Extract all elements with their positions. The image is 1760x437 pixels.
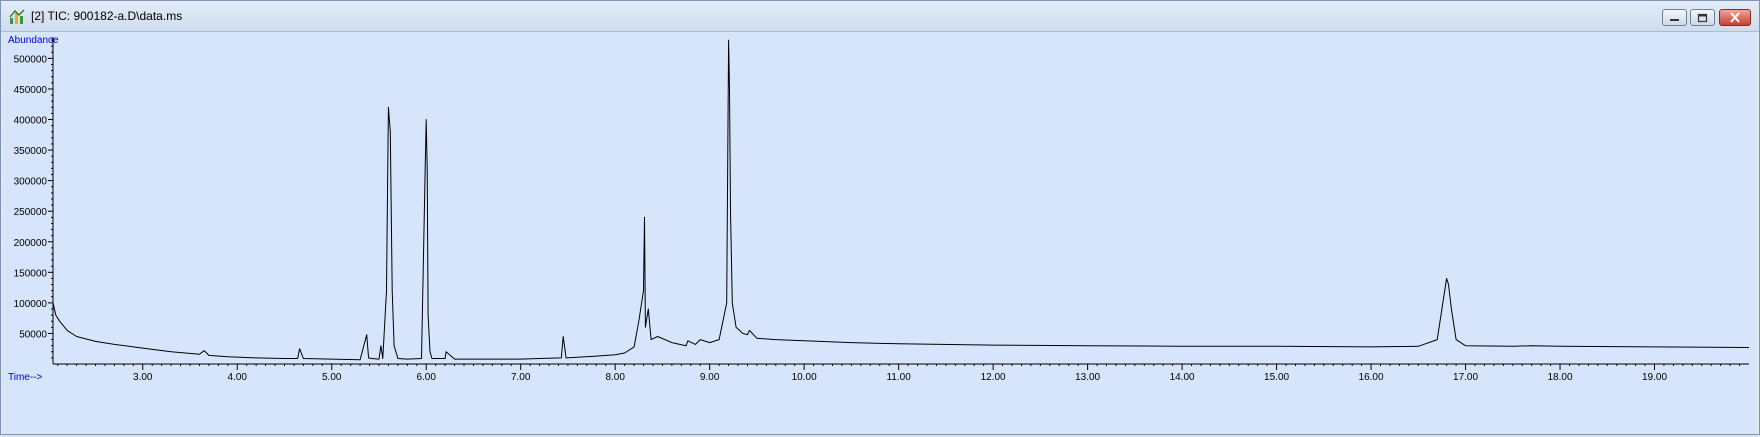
- y-tick-label-6: 350000: [14, 146, 48, 157]
- y-tick-label-8: 450000: [14, 85, 48, 96]
- x-tick-label-5: 8.00: [605, 372, 625, 383]
- x-tick-label-14: 17.00: [1453, 372, 1478, 383]
- x-tick-label-7: 10.00: [792, 372, 817, 383]
- x-tick-label-16: 19.00: [1642, 372, 1667, 383]
- x-tick-label-9: 12.00: [981, 372, 1006, 383]
- y-tick-label-5: 300000: [14, 177, 48, 188]
- x-tick-label-13: 16.00: [1359, 372, 1384, 383]
- y-axis-label: Abundance: [8, 35, 59, 46]
- close-icon: [1730, 12, 1740, 23]
- x-tick-label-8: 11.00: [886, 372, 911, 383]
- y-tick-label-0: 50000: [19, 329, 47, 340]
- y-tick-label-1: 100000: [14, 299, 48, 310]
- x-tick-label-12: 15.00: [1264, 372, 1289, 383]
- x-tick-label-6: 9.00: [700, 372, 720, 383]
- window-title: [2] TIC: 900182-a.D\data.ms: [31, 9, 183, 23]
- x-tick-label-1: 4.00: [228, 372, 248, 383]
- chromatogram-plot-area[interactable]: 50000 100000 150000 200000 250000 300000 35000…: [5, 33, 1753, 432]
- x-tick-label-10: 13.00: [1075, 372, 1100, 383]
- chromatogram-app-icon: [9, 9, 25, 24]
- x-tick-label-11: 14.00: [1170, 372, 1195, 383]
- x-tick-label-4: 7.00: [511, 372, 531, 383]
- x-tick-label-2: 5.00: [322, 372, 342, 383]
- x-tick-label-0: 3.00: [133, 372, 153, 383]
- y-tick-label-4: 250000: [14, 207, 48, 218]
- minimize-icon: [1670, 19, 1679, 21]
- close-button[interactable]: [1719, 9, 1751, 26]
- minimize-button[interactable]: [1662, 9, 1687, 26]
- x-tick-label-15: 18.00: [1548, 372, 1573, 383]
- y-tick-label-3: 200000: [14, 238, 48, 249]
- y-tick-label-7: 400000: [14, 116, 48, 127]
- x-tick-label-3: 6.00: [416, 372, 436, 383]
- tic-trace-line: [52, 39, 1750, 361]
- x-axis-label: Time-->: [8, 372, 43, 383]
- restore-icon: [1697, 13, 1708, 23]
- y-tick-label-2: 150000: [14, 268, 48, 279]
- tic-chromatogram-chart: 50000 100000 150000 200000 250000 300000 35000…: [8, 35, 1750, 383]
- y-tick-label-9: 500000: [14, 54, 48, 65]
- title-bar[interactable]: [2] TIC: 900182-a.D\data.ms: [1, 1, 1759, 32]
- restore-button[interactable]: [1690, 9, 1715, 26]
